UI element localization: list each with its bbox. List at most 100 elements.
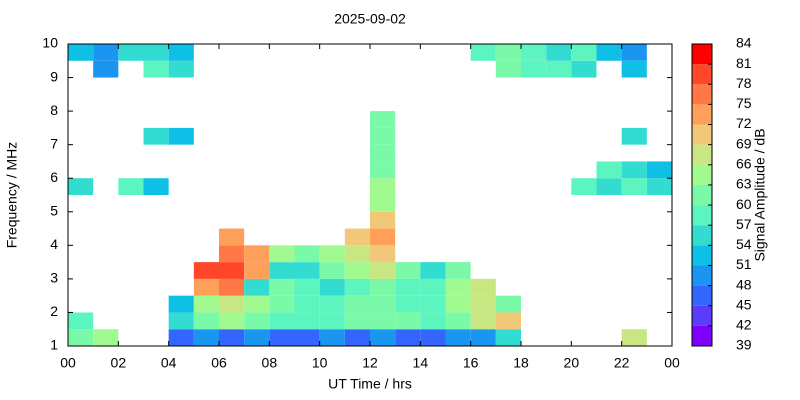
heat-cell — [294, 295, 320, 313]
colorbar-band — [692, 325, 712, 346]
heat-cell — [621, 161, 647, 179]
y-tick-label: 6 — [50, 169, 58, 185]
colorbar-band — [692, 265, 712, 286]
colorbar-band — [692, 104, 712, 125]
colorbar-band — [692, 64, 712, 85]
heat-cell — [68, 178, 94, 195]
heat-cell — [294, 262, 320, 279]
x-tick-label: 16 — [463, 355, 479, 371]
heat-cell — [244, 295, 270, 313]
heat-cell — [470, 312, 496, 330]
heat-cell — [395, 312, 421, 330]
heat-cell — [571, 60, 597, 78]
heat-cell — [319, 295, 345, 313]
heat-cell — [420, 278, 446, 296]
heat-cell — [294, 245, 320, 263]
y-tick-label: 7 — [50, 135, 58, 151]
heat-cell — [420, 329, 446, 346]
heat-cell — [445, 295, 471, 313]
colorbar-tick-label: 63 — [736, 176, 752, 192]
x-tick-label: 18 — [513, 355, 529, 371]
colorbar-tick-label: 66 — [736, 156, 752, 172]
colorbar-band — [692, 164, 712, 185]
heat-cell — [269, 329, 295, 346]
heat-cell — [219, 312, 245, 330]
y-tick-label: 4 — [50, 236, 58, 252]
x-tick-label: 04 — [161, 355, 177, 371]
heat-cell — [370, 262, 396, 279]
heat-cell — [395, 262, 421, 279]
y-tick-label: 9 — [50, 68, 58, 84]
colorbar-band — [692, 205, 712, 226]
heat-cell — [445, 278, 471, 296]
heat-cell — [269, 262, 295, 279]
heat-cell — [395, 329, 421, 346]
heat-cell — [344, 245, 370, 263]
chart-title: 2025-09-02 — [334, 11, 406, 27]
heat-cell — [370, 278, 396, 296]
heat-cell — [495, 44, 521, 61]
heat-cell — [244, 278, 270, 296]
colorbar-tick-label: 54 — [736, 236, 752, 252]
heat-cell — [370, 178, 396, 195]
heat-cell — [193, 278, 219, 296]
y-tick-label: 1 — [50, 337, 58, 353]
y-tick-label: 10 — [42, 35, 58, 51]
heat-cell — [168, 60, 194, 78]
colorbar-band — [692, 245, 712, 266]
heat-cell — [93, 60, 119, 78]
heat-cell — [319, 312, 345, 330]
heat-cell — [143, 44, 169, 61]
heat-cell — [621, 127, 647, 145]
heat-cell — [646, 161, 672, 179]
heat-cell — [294, 329, 320, 346]
heat-cell — [420, 295, 446, 313]
colorbar-band — [692, 225, 712, 246]
colorbar-tick-label: 42 — [736, 317, 752, 333]
heat-cell — [370, 161, 396, 179]
x-tick-label: 06 — [211, 355, 227, 371]
heat-cell — [445, 262, 471, 279]
heat-cell — [420, 262, 446, 279]
colorbar-tick-label: 45 — [736, 296, 752, 312]
heat-cell — [244, 245, 270, 263]
heat-cell — [219, 245, 245, 263]
heat-cell — [319, 245, 345, 263]
heat-cell — [168, 44, 194, 61]
colorbar-tick-label: 51 — [736, 256, 752, 272]
colorbar-tick-label: 78 — [736, 75, 752, 91]
x-tick-label: 10 — [312, 355, 328, 371]
heat-cell — [344, 312, 370, 330]
heat-cell — [546, 60, 572, 78]
heat-cell — [495, 295, 521, 313]
colorbar-tick-label: 84 — [736, 35, 752, 51]
colorbar-frame — [691, 43, 713, 347]
heat-cell — [370, 228, 396, 246]
colorbar-band — [692, 285, 712, 306]
heat-cell — [571, 178, 597, 195]
heat-cell — [269, 278, 295, 296]
heat-cell — [621, 44, 647, 61]
heat-cell — [118, 178, 144, 195]
heat-cell — [93, 44, 119, 61]
heat-cell — [193, 262, 219, 279]
heat-cell — [395, 295, 421, 313]
heat-cell — [370, 312, 396, 330]
y-tick-label: 2 — [50, 303, 58, 319]
heat-cell — [168, 295, 194, 313]
heat-cell — [269, 312, 295, 330]
y-tick-label: 3 — [50, 270, 58, 286]
heat-cell — [294, 278, 320, 296]
x-tick-label: 14 — [413, 355, 429, 371]
heat-cell — [143, 178, 169, 195]
colorbar-band — [692, 124, 712, 145]
heat-cell — [621, 60, 647, 78]
heat-cell — [445, 329, 471, 346]
heat-cell — [344, 262, 370, 279]
heat-cell — [244, 262, 270, 279]
heat-cell — [495, 329, 521, 346]
heat-cell — [596, 161, 622, 179]
heat-cell — [143, 60, 169, 78]
heat-cell — [168, 329, 194, 346]
y-tick-label: 5 — [50, 202, 58, 218]
